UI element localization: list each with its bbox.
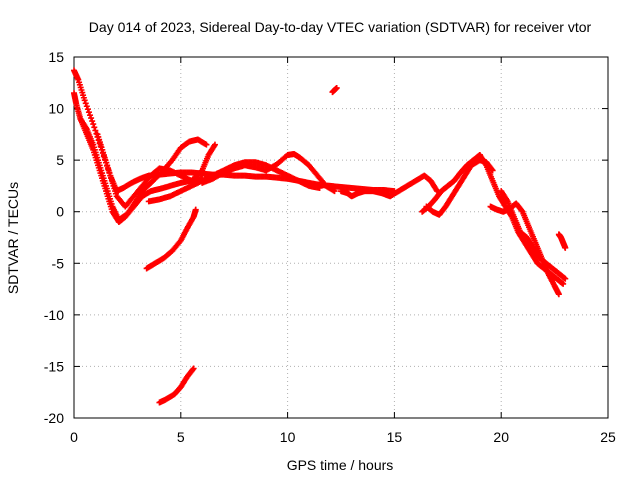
- data-point: [92, 127, 99, 134]
- series-track-4: [94, 131, 218, 210]
- data-point: [331, 188, 338, 195]
- series-track-10: [338, 172, 441, 200]
- data-point: [555, 291, 562, 298]
- y-tick-label: -10: [44, 307, 64, 323]
- x-axis-label: GPS time / hours: [287, 457, 394, 473]
- y-tick-label: -15: [44, 358, 64, 374]
- data-point: [89, 118, 96, 125]
- series-track-15: [498, 188, 569, 282]
- data-point: [560, 280, 567, 287]
- x-tick-labels: 0 5 10 15 20 25: [70, 429, 616, 445]
- data-point: [562, 244, 569, 251]
- data-point: [189, 366, 196, 373]
- series-track-2: [71, 90, 206, 226]
- data-point: [88, 115, 95, 122]
- y-tick-label: -20: [44, 410, 64, 426]
- series-track-3: [77, 115, 210, 223]
- data-point: [91, 124, 98, 131]
- plot-frame: [73, 56, 609, 419]
- series-track-16: [555, 231, 569, 251]
- x-tick-label: 25: [600, 429, 616, 445]
- data-point: [83, 103, 90, 110]
- data-point: [211, 141, 218, 148]
- y-tick-label: 0: [56, 204, 64, 220]
- data-point: [84, 106, 91, 113]
- series-track-1: [71, 67, 398, 195]
- series-track-8: [199, 150, 338, 195]
- series-track-5: [143, 206, 199, 272]
- series-track-12: [419, 151, 483, 215]
- axis-ticks: [73, 56, 609, 419]
- series-track-14: [487, 200, 562, 298]
- y-tick-label: -5: [52, 255, 65, 271]
- data-points: [71, 67, 569, 406]
- x-tick-label: 5: [177, 429, 185, 445]
- y-tick-labels: -20 -15 -10 -5 0 5 10 15: [44, 49, 64, 426]
- series-track-6: [156, 365, 197, 406]
- data-point: [190, 365, 197, 372]
- data-point: [562, 275, 569, 282]
- y-tick-label: 5: [56, 152, 64, 168]
- x-tick-label: 15: [387, 429, 403, 445]
- data-point: [85, 109, 92, 116]
- data-point: [81, 97, 88, 104]
- data-point: [82, 100, 89, 107]
- x-tick-label: 20: [493, 429, 509, 445]
- y-tick-label: 10: [48, 101, 64, 117]
- series-track-9: [329, 84, 340, 96]
- y-tick-label: 15: [48, 49, 64, 65]
- data-point: [203, 141, 210, 148]
- chart-title: Day 014 of 2023, Sidereal Day-to-day VTE…: [89, 19, 592, 35]
- data-point: [87, 112, 94, 119]
- data-point: [90, 121, 97, 128]
- data-point: [329, 89, 336, 96]
- x-tick-label: 10: [280, 429, 296, 445]
- grid-lines: [74, 57, 608, 418]
- y-axis-label: SDTVAR / TECUs: [5, 182, 21, 294]
- data-point: [192, 206, 199, 213]
- data-point: [316, 184, 323, 191]
- x-tick-label: 0: [70, 429, 78, 445]
